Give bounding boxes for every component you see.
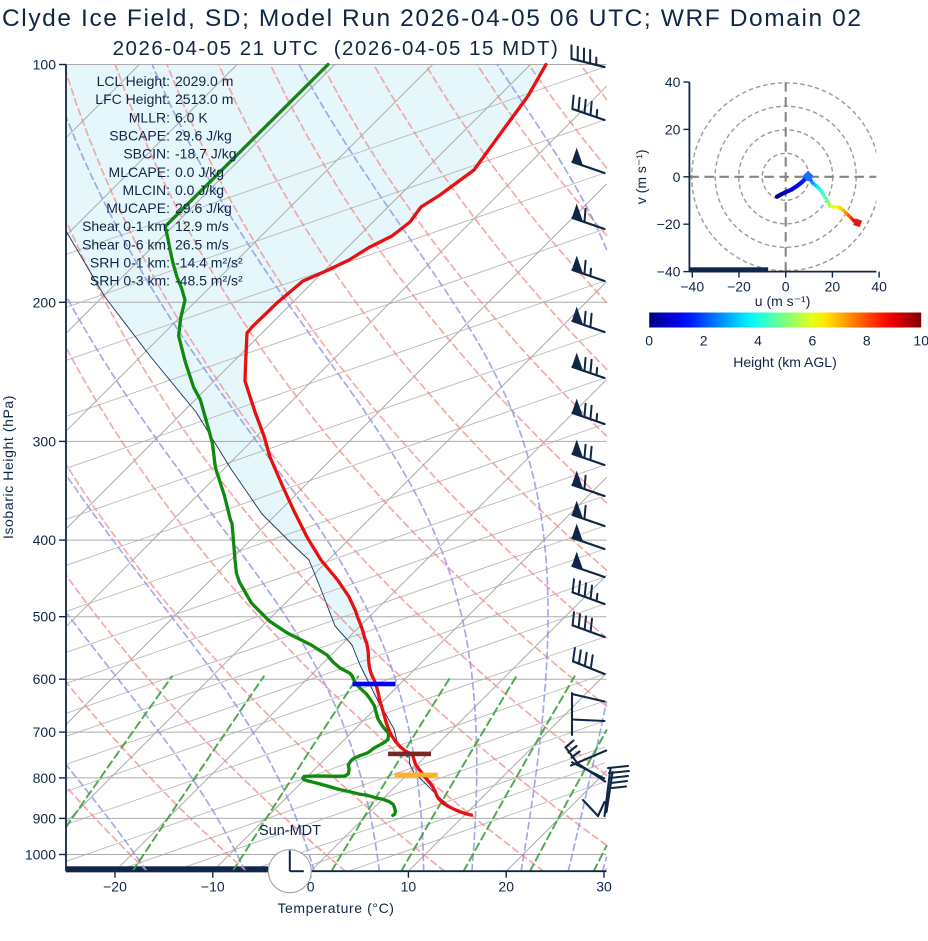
svg-text:-18.7 J/kg: -18.7 J/kg xyxy=(175,146,236,162)
svg-text:20: 20 xyxy=(498,879,514,895)
svg-text:6: 6 xyxy=(809,333,817,349)
svg-text:−20: −20 xyxy=(727,279,751,295)
svg-text:LCL Height:: LCL Height: xyxy=(97,73,170,89)
svg-text:LFC Height:: LFC Height: xyxy=(95,91,170,107)
svg-text:−40: −40 xyxy=(657,264,681,280)
svg-text:4: 4 xyxy=(754,333,762,349)
svg-text:-14.4 m²/s²: -14.4 m²/s² xyxy=(175,255,243,271)
svg-text:SRH 0-1 km:: SRH 0-1 km: xyxy=(90,255,170,271)
svg-text:−40: −40 xyxy=(680,279,704,295)
svg-text:Temperature (°C): Temperature (°C) xyxy=(277,900,394,916)
svg-text:800: 800 xyxy=(33,770,57,786)
svg-text:Height (km AGL): Height (km AGL) xyxy=(733,354,836,370)
svg-text:300: 300 xyxy=(33,433,57,449)
svg-text:SBCIN:: SBCIN: xyxy=(123,146,170,162)
svg-text:20: 20 xyxy=(825,279,841,295)
svg-text:8: 8 xyxy=(863,333,871,349)
svg-text:−20: −20 xyxy=(657,216,681,232)
svg-text:v (m s⁻¹): v (m s⁻¹) xyxy=(633,149,649,204)
svg-text:0.0 J/kg: 0.0 J/kg xyxy=(175,164,224,180)
svg-text:20: 20 xyxy=(665,121,681,137)
svg-text:900: 900 xyxy=(33,810,57,826)
svg-text:0: 0 xyxy=(673,169,681,185)
svg-text:400: 400 xyxy=(33,532,57,548)
svg-text:2: 2 xyxy=(700,333,708,349)
svg-text:Shear 0-1 km:: Shear 0-1 km: xyxy=(82,218,170,234)
svg-text:0: 0 xyxy=(645,333,653,349)
svg-text:2029.0 m: 2029.0 m xyxy=(175,73,233,89)
svg-text:SBCAPE:: SBCAPE: xyxy=(109,128,170,144)
svg-text:40: 40 xyxy=(871,279,887,295)
svg-text:SRH 0-3 km:: SRH 0-3 km: xyxy=(90,273,170,289)
svg-text:−20: −20 xyxy=(103,879,127,895)
svg-text:200: 200 xyxy=(33,294,57,310)
svg-text:30: 30 xyxy=(596,879,612,895)
svg-text:10: 10 xyxy=(913,333,928,349)
svg-text:MLCIN:: MLCIN: xyxy=(123,182,170,198)
svg-text:Isobaric Height (hPa): Isobaric Height (hPa) xyxy=(0,395,16,539)
svg-text:1000: 1000 xyxy=(25,847,56,863)
svg-text:600: 600 xyxy=(33,671,57,687)
svg-text:100: 100 xyxy=(33,57,57,73)
svg-text:-48.5 m²/s²: -48.5 m²/s² xyxy=(175,273,243,289)
svg-text:40: 40 xyxy=(665,74,681,90)
svg-text:29.6 J/kg: 29.6 J/kg xyxy=(175,200,232,216)
svg-text:−10: −10 xyxy=(201,879,225,895)
svg-text:29.6 J/kg: 29.6 J/kg xyxy=(175,128,232,144)
svg-text:10: 10 xyxy=(401,879,417,895)
svg-text:500: 500 xyxy=(33,609,57,625)
svg-text:u (m s⁻¹): u (m s⁻¹) xyxy=(755,293,811,309)
svg-text:Sun-MDT: Sun-MDT xyxy=(259,823,321,839)
svg-text:6.0 K: 6.0 K xyxy=(175,109,208,125)
svg-text:Shear 0-6 km:: Shear 0-6 km: xyxy=(82,236,170,252)
svg-text:0.0 J/kg: 0.0 J/kg xyxy=(175,182,224,198)
svg-text:Clyde Ice Field, SD; Model Run: Clyde Ice Field, SD; Model Run 2026-04-0… xyxy=(2,5,863,32)
svg-text:2026-04-05 21 UTC (2026-04-05: 2026-04-05 21 UTC (2026-04-05 15 MDT) xyxy=(113,37,560,60)
svg-text:MUCAPE:: MUCAPE: xyxy=(106,200,170,216)
svg-text:MLCAPE:: MLCAPE: xyxy=(109,164,170,180)
svg-text:12.9 m/s: 12.9 m/s xyxy=(175,218,229,234)
svg-text:MLLR:: MLLR: xyxy=(129,109,170,125)
svg-text:2513.0 m: 2513.0 m xyxy=(175,91,233,107)
svg-text:700: 700 xyxy=(33,724,57,740)
svg-text:26.5 m/s: 26.5 m/s xyxy=(175,236,229,252)
